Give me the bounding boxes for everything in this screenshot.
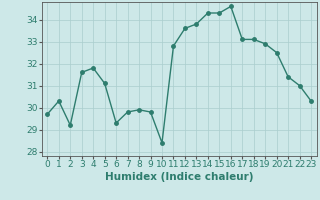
X-axis label: Humidex (Indice chaleur): Humidex (Indice chaleur) — [105, 172, 253, 182]
